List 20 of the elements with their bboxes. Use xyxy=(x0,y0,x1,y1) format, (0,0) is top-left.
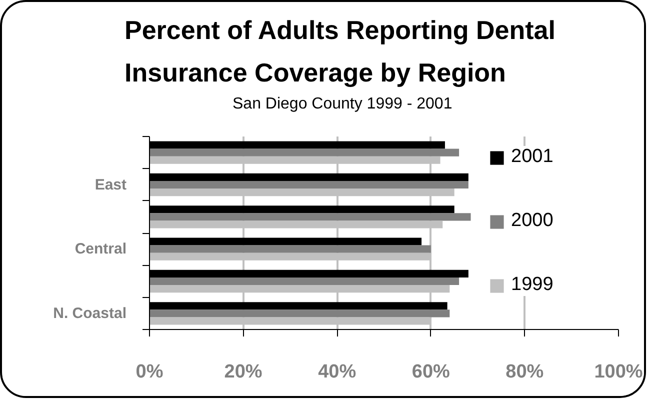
y-tick-label: N. Coastal xyxy=(53,304,127,322)
legend-label: 2001 xyxy=(511,146,554,168)
bar xyxy=(150,180,468,189)
y-tick-label: East xyxy=(94,176,127,194)
y-tick-label: Central xyxy=(74,240,127,258)
chart-subtitle: San Diego County 1999 - 2001 xyxy=(232,96,452,112)
chart-title: Percent of Adults Reporting Dental Insurance Coverage by Region xyxy=(124,14,556,88)
bar xyxy=(150,245,431,253)
bar xyxy=(150,277,460,286)
x-tick-label: 100% xyxy=(594,362,643,382)
x-tick-label: 40% xyxy=(318,362,356,382)
x-tick-label: 80% xyxy=(506,362,544,382)
bar xyxy=(150,310,450,318)
x-tick-label: 0% xyxy=(136,362,164,382)
x-tick-label: 60% xyxy=(412,362,450,382)
x-tick-label: 20% xyxy=(224,362,262,382)
legend-label: 2000 xyxy=(511,210,554,232)
bar xyxy=(150,148,460,156)
bar xyxy=(150,213,471,221)
legend-label: 1999 xyxy=(511,274,554,296)
